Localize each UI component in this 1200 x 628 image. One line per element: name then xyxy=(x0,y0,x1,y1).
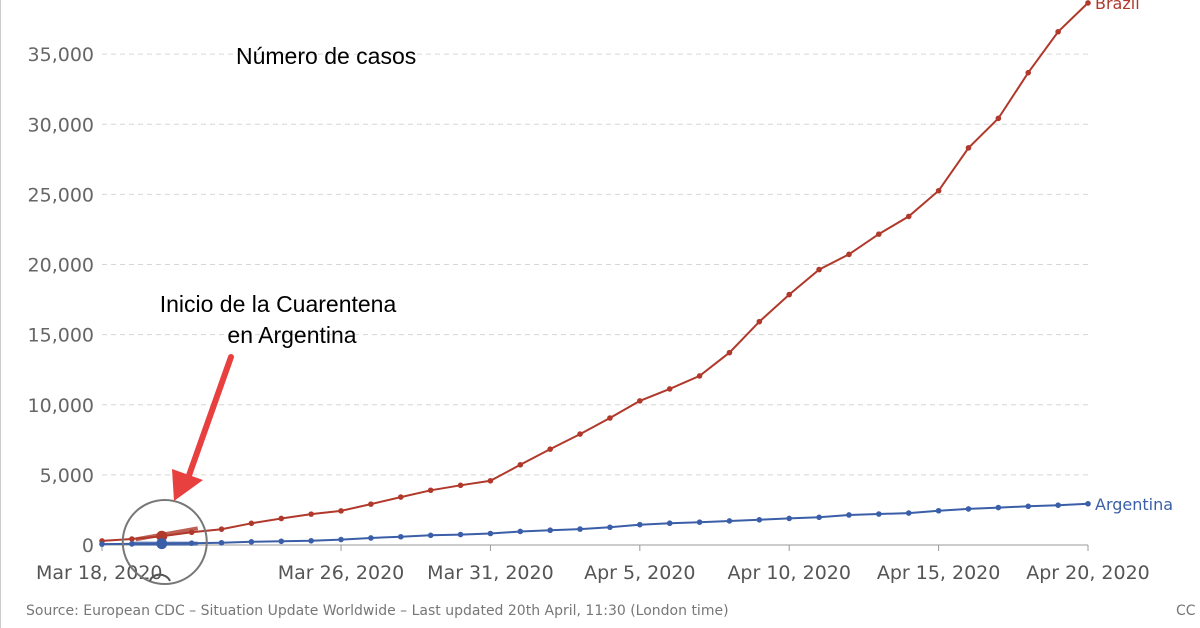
x-tick-label: Apr 15, 2020 xyxy=(877,562,1001,584)
y-tick-label: 20,000 xyxy=(28,255,94,277)
data-point-brazil xyxy=(666,386,673,392)
data-point-brazil xyxy=(397,494,404,500)
data-point-argentina xyxy=(547,527,553,534)
data-point-brazil xyxy=(368,501,374,507)
data-point-brazil xyxy=(726,349,733,356)
data-point-brazil xyxy=(1055,28,1061,35)
y-tick-label: 25,000 xyxy=(28,184,94,206)
data-point-argentina xyxy=(487,530,494,537)
data-point-argentina xyxy=(1025,503,1032,510)
data-point-argentina xyxy=(816,514,822,521)
data-point-brazil xyxy=(517,462,524,468)
license-note: CC xyxy=(1176,603,1196,619)
data-point-argentina xyxy=(756,517,763,523)
data-point-brazil xyxy=(786,291,793,298)
y-tick-label: 30,000 xyxy=(28,114,94,136)
data-point-brazil xyxy=(547,446,553,452)
data-point-brazil xyxy=(457,482,464,489)
handle-arc-mark xyxy=(149,573,171,582)
source-note: Source: European CDC – Situation Update … xyxy=(26,603,729,619)
data-point-argentina xyxy=(457,531,464,538)
annotation-arrow-head xyxy=(172,469,203,501)
data-point-brazil xyxy=(1085,0,1091,6)
annotation-label-line2: en Argentina xyxy=(227,322,356,348)
data-point-brazil xyxy=(1025,69,1032,76)
data-point-argentina xyxy=(846,512,852,518)
series-label-brazil: Brazil xyxy=(1095,0,1140,13)
data-point-argentina xyxy=(696,519,703,525)
x-tick-label: Mar 18, 2020 xyxy=(36,562,163,584)
data-point-brazil xyxy=(129,536,135,542)
data-point-brazil xyxy=(935,187,942,194)
data-point-brazil xyxy=(607,415,613,421)
data-point-argentina xyxy=(726,518,733,524)
gridlines xyxy=(102,53,1088,546)
data-point-argentina xyxy=(577,526,583,532)
highlight-circle xyxy=(121,499,208,585)
data-point-brazil xyxy=(487,477,494,484)
data-point-brazil xyxy=(816,266,822,273)
highlight-point-argentina xyxy=(156,538,168,550)
data-point-brazil xyxy=(876,231,882,237)
data-point-brazil xyxy=(637,398,643,404)
data-point-argentina xyxy=(517,528,524,535)
data-point-argentina xyxy=(666,520,673,527)
y-tick-label: 35,000 xyxy=(28,44,94,66)
data-point-argentina xyxy=(995,504,1002,511)
x-axis-ticks: Mar 18, 2020 Mar 26, 2020 Mar 31, 2020 Apr … xyxy=(36,545,1150,584)
y-axis-ticks: 0 5,000 10,000 15,000 20,000 25,000 30,000 35,0… xyxy=(28,44,94,557)
data-point-argentina xyxy=(99,541,105,547)
data-point-brazil xyxy=(248,520,255,527)
data-point-argentina xyxy=(278,538,285,545)
y-tick-label: 5,000 xyxy=(40,465,94,487)
data-point-brazil xyxy=(905,213,912,220)
x-tick-label: Apr 20, 2020 xyxy=(1026,562,1150,584)
data-point-argentina xyxy=(1055,502,1061,508)
data-point-brazil xyxy=(696,373,703,379)
data-point-argentina xyxy=(876,511,882,517)
data-point-argentina xyxy=(965,506,972,512)
series-label-argentina: Argentina xyxy=(1095,495,1173,514)
data-point-argentina xyxy=(248,539,255,545)
y-tick-label: 15,000 xyxy=(28,325,94,347)
data-point-argentina xyxy=(1085,500,1091,507)
data-point-brazil xyxy=(278,515,285,522)
series-line-brazil xyxy=(101,2,1089,542)
data-point-brazil xyxy=(427,487,434,494)
data-point-brazil xyxy=(846,251,852,258)
data-point-argentina xyxy=(308,537,314,544)
data-point-brazil xyxy=(965,145,972,151)
annotation-arrow-shaft xyxy=(184,354,234,484)
x-tick-label: Apr 10, 2020 xyxy=(727,562,851,584)
y-tick-label: 10,000 xyxy=(28,395,94,417)
data-point-argentina xyxy=(786,515,793,522)
data-point-argentina xyxy=(637,521,643,528)
data-point-argentina xyxy=(218,539,225,546)
annotation-group: Inicio de la Cuarentena en Argentina xyxy=(121,291,397,585)
data-point-brazil xyxy=(308,511,314,517)
data-point-argentina xyxy=(905,510,912,516)
data-point-argentina xyxy=(397,533,404,540)
data-point-brazil xyxy=(756,318,763,325)
x-tick-label: Mar 26, 2020 xyxy=(278,562,405,584)
data-point-argentina xyxy=(368,535,374,541)
data-point-brazil xyxy=(338,508,344,514)
data-point-brazil xyxy=(218,526,225,532)
data-point-argentina xyxy=(427,532,434,539)
x-tick-label: Apr 5, 2020 xyxy=(584,562,695,584)
annotation-label-line1: Inicio de la Cuarentena xyxy=(160,291,397,317)
data-point-brazil xyxy=(995,115,1002,122)
data-point-argentina xyxy=(935,507,942,514)
series-line-argentina xyxy=(101,502,1089,546)
highlight-stroke-brazil xyxy=(135,526,199,542)
series-group: Brazil Argentina xyxy=(99,0,1173,547)
data-point-argentina xyxy=(607,524,613,531)
y-tick-label: 0 xyxy=(82,535,94,557)
data-point-brazil xyxy=(577,431,583,437)
chart-title: Número de casos xyxy=(236,43,416,69)
x-tick-label: Mar 31, 2020 xyxy=(427,562,554,584)
data-point-argentina xyxy=(338,536,344,543)
